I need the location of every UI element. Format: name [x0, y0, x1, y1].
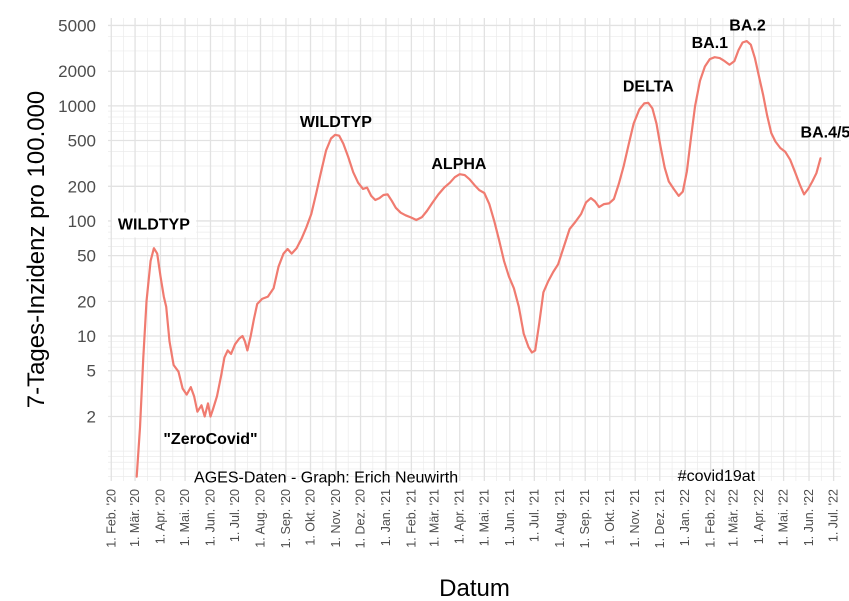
x-tick-label: 1. Feb. '22 — [704, 489, 718, 548]
x-tick-label: 1. Jan. '21 — [379, 489, 393, 546]
x-tick-label: 1. Aug. '21 — [553, 489, 567, 548]
x-tick-label: 1. Mär. '21 — [427, 489, 441, 547]
x-tick-label: 1. Mär. '20 — [128, 489, 142, 547]
x-tick-label: 1. Nov. '21 — [628, 489, 642, 547]
x-tick-label: 1. Feb. '21 — [404, 489, 418, 548]
x-tick-label: 1. Jun. '22 — [802, 489, 816, 546]
annotation-label: ALPHA — [431, 156, 487, 173]
annotation-label: BA.1 — [692, 35, 729, 52]
x-tick-label: 1. Jun. '21 — [503, 489, 517, 546]
annotation-label: BA.2 — [729, 17, 766, 34]
x-axis-ticks: 1. Feb. '20 1. Mär. '20 1. Apr. '20 1. Mai.… — [104, 489, 840, 548]
x-tick-label: 1. Feb. '20 — [104, 489, 118, 548]
x-tick-label: 1. Sep. '21 — [578, 489, 592, 548]
x-tick-label: 1. Jan. '22 — [678, 489, 692, 546]
x-tick-label: 1. Jul. '22 — [827, 489, 841, 542]
y-tick-label: 2 — [87, 407, 96, 426]
x-tick-label: 1. Apr. '21 — [453, 489, 467, 544]
x-tick-label: 1. Jul. '20 — [228, 489, 242, 542]
x-tick-label: 1. Dez. '21 — [653, 489, 667, 548]
y-tick-label: 50 — [77, 247, 96, 266]
x-tick-label: 1. Dez. '20 — [354, 489, 368, 548]
y-axis-title: 7-Tages-Inzidenz pro 100.000 — [23, 91, 50, 409]
x-tick-label: 1. Sep. '20 — [279, 489, 293, 548]
x-tick-label: 1. Okt. '20 — [304, 489, 318, 546]
annotation-label: "ZeroCovid" — [163, 431, 257, 448]
x-tick-label: 1. Nov. '20 — [329, 489, 343, 547]
y-axis-ticks: 2 5 10 20 50 100 200 500 1000 2000 5000 — [58, 16, 96, 426]
series-layer — [135, 40, 822, 478]
x-tick-label: 1. Aug. '20 — [254, 489, 268, 548]
y-tick-label: 10 — [77, 327, 96, 346]
annotation-label: BA.4/5 — [801, 124, 849, 141]
x-tick-label: 1. Jul. '21 — [527, 489, 541, 542]
annotation-label: DELTA — [623, 79, 674, 96]
x-axis-title: Datum — [439, 575, 510, 601]
x-tick-label: 1. Apr. '22 — [752, 489, 766, 544]
y-tick-label: 200 — [68, 177, 96, 196]
annotation-label: WILDTYP — [118, 217, 190, 234]
y-tick-label: 100 — [68, 212, 96, 231]
y-tick-label: 1000 — [58, 97, 96, 116]
x-tick-label: 1. Okt. '21 — [603, 489, 617, 546]
y-tick-label: 2000 — [58, 62, 96, 81]
x-tick-label: 1. Jun. '20 — [203, 489, 217, 546]
x-tick-label: 1. Mai. '22 — [777, 489, 791, 546]
x-tick-label: 1. Mai. '20 — [178, 489, 192, 546]
annotations-layer: WILDTYP"ZeroCovid"WILDTYPALPHADELTABA.1B… — [111, 17, 849, 487]
y-tick-label: 5000 — [58, 16, 96, 35]
x-tick-label: 1. Mär. '22 — [727, 489, 741, 547]
x-tick-label: 1. Apr. '20 — [153, 489, 167, 544]
annotation-label: #covid19at — [678, 468, 756, 485]
annotation-box — [111, 212, 197, 238]
annotation-label: AGES-Daten - Graph: Erich Neuwirth — [194, 470, 458, 487]
y-tick-label: 500 — [68, 132, 96, 151]
incidence-line — [135, 40, 822, 478]
annotation-label: WILDTYP — [300, 114, 372, 131]
y-tick-label: 20 — [77, 292, 96, 311]
x-tick-label: 1. Mai. '21 — [477, 489, 491, 546]
y-tick-label: 5 — [87, 362, 96, 381]
